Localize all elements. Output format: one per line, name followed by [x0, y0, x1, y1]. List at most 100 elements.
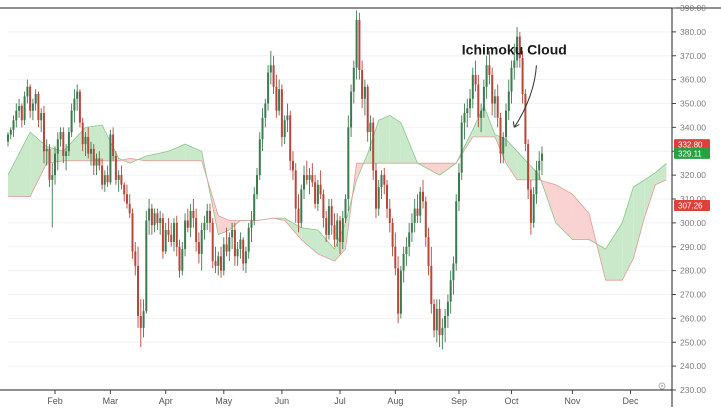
candle-body — [103, 175, 106, 185]
candle-body — [161, 218, 164, 252]
chart-settings-icon[interactable] — [658, 382, 666, 390]
candle-body — [474, 74, 477, 85]
x-tick-label: Apr — [159, 396, 173, 406]
candle-body — [228, 237, 231, 252]
candle-body — [458, 172, 460, 202]
y-tick-label: 340.00 — [680, 122, 706, 132]
candle-body — [128, 203, 131, 214]
candle-body — [264, 103, 267, 118]
candle-body — [131, 213, 134, 252]
candle-body — [510, 67, 513, 92]
candle-body — [26, 86, 29, 97]
candle-body — [485, 65, 488, 87]
cloud-segment — [30, 132, 47, 197]
cloud-segment — [85, 125, 103, 161]
candle-body — [272, 65, 275, 87]
candle-body — [209, 210, 211, 223]
candle-body — [471, 74, 474, 99]
candle-body — [142, 311, 145, 328]
candle-body — [300, 189, 303, 223]
x-tick-label: Feb — [47, 396, 63, 406]
candle-body — [363, 86, 366, 99]
candle-body — [73, 98, 76, 111]
candle-body — [352, 67, 355, 92]
candle-body — [377, 187, 380, 209]
candle-body — [314, 182, 317, 204]
candle-body — [186, 220, 189, 228]
y-tick-label: 260.00 — [680, 313, 706, 323]
y-tick-label: 310.00 — [680, 194, 706, 204]
candle-body — [239, 239, 242, 250]
x-tick-label: Mar — [103, 396, 119, 406]
cloud-segment — [555, 184, 573, 240]
candle-body — [297, 208, 300, 223]
candle-body — [225, 244, 228, 252]
cloud-segment — [389, 115, 401, 164]
candle-body — [430, 265, 433, 305]
candle-body — [375, 170, 377, 209]
candle-body — [372, 122, 375, 171]
candle-body — [12, 120, 15, 130]
candle-body — [269, 65, 272, 73]
x-tick-label: May — [215, 396, 233, 406]
candle-body — [170, 234, 173, 242]
candle-body — [101, 165, 104, 185]
candle-body — [114, 156, 117, 180]
candles — [7, 10, 543, 350]
y-tick-label: 280.00 — [680, 266, 706, 276]
candle-body — [236, 249, 239, 257]
candle-body — [286, 115, 289, 121]
candle-body — [18, 105, 21, 111]
candle-body — [70, 110, 73, 133]
candle-body — [435, 308, 438, 331]
candle-body — [51, 175, 54, 180]
y-tick-label: 230.00 — [680, 385, 706, 395]
candle-body — [283, 120, 286, 137]
candle-body — [280, 89, 283, 137]
candle-body — [181, 249, 184, 271]
candle-body — [92, 148, 95, 166]
candle-body — [333, 225, 336, 240]
candle-body — [184, 220, 187, 250]
candle-body — [499, 117, 502, 154]
candle-body — [482, 86, 485, 111]
candle-body — [325, 218, 328, 235]
cloud-segment — [185, 144, 202, 161]
candle-body — [84, 136, 87, 145]
candle-body — [347, 127, 350, 199]
candle-body — [452, 263, 455, 281]
candle-body — [137, 265, 139, 316]
candle-body — [43, 113, 45, 152]
candle-body — [109, 134, 112, 183]
y-tick-label: 270.00 — [680, 290, 706, 300]
y-tick-label: 300.00 — [680, 218, 706, 228]
annotation-arrow — [512, 65, 537, 128]
candle-body — [15, 110, 18, 121]
candle-body — [112, 134, 115, 156]
candle-body — [167, 230, 170, 235]
candle-body — [294, 170, 297, 209]
candle-body — [173, 222, 175, 242]
candle-body — [59, 132, 62, 140]
candle-body — [422, 191, 424, 202]
candle-body — [256, 175, 258, 195]
candle-body — [178, 246, 181, 271]
candle-body — [45, 148, 48, 152]
candle-body — [532, 194, 535, 223]
candle-body — [20, 105, 23, 121]
candle-body — [34, 93, 37, 104]
candle-body — [244, 251, 247, 264]
candle-body — [48, 148, 51, 180]
candle-body — [433, 304, 436, 331]
candle-body — [449, 280, 452, 302]
candle-body — [350, 91, 353, 128]
candle-body — [516, 36, 519, 61]
candle-body — [87, 136, 90, 154]
cloud-segment — [378, 115, 390, 164]
candle-body — [56, 139, 59, 154]
price-badge — [674, 200, 710, 211]
candle-body — [361, 70, 364, 99]
candle-body — [253, 194, 256, 221]
candle-body — [98, 158, 101, 166]
